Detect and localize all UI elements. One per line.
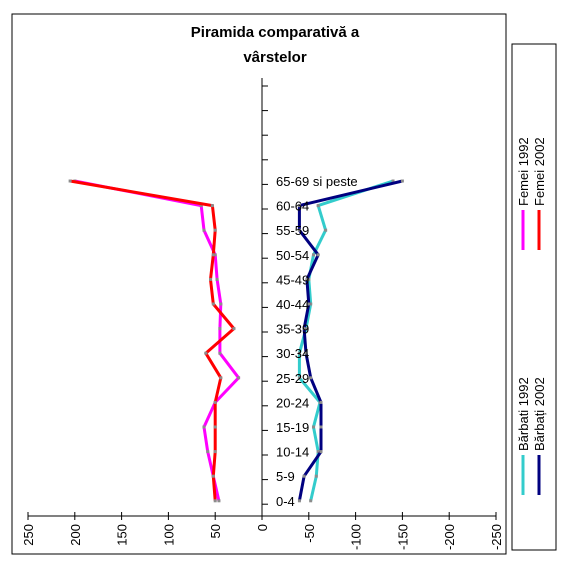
- category-label: 25-29: [276, 371, 309, 386]
- data-point: [307, 277, 311, 281]
- category-label: 20-24: [276, 395, 309, 410]
- x-tick-label: -100: [349, 524, 364, 550]
- data-point: [209, 277, 213, 281]
- category-label: 60-64: [276, 199, 309, 214]
- data-point: [309, 302, 313, 306]
- x-tick-label: -200: [442, 524, 457, 550]
- data-point: [400, 179, 404, 183]
- plot-frame: [11, 13, 507, 555]
- legend-label-barbati-2002: Bărbați 2002: [532, 377, 547, 451]
- category-label: 65-69 si peste: [276, 174, 358, 189]
- data-point: [314, 474, 318, 478]
- series-line-b-rba-i-2002: [297, 179, 403, 502]
- data-point: [309, 499, 313, 503]
- category-label: 0-4: [276, 494, 295, 509]
- data-point: [219, 302, 223, 306]
- x-tick-label: 50: [208, 524, 223, 538]
- category-label: 45-49: [276, 272, 309, 287]
- category-label: 40-44: [276, 297, 309, 312]
- category-label: 5-9: [276, 469, 295, 484]
- data-point: [307, 302, 311, 306]
- data-point: [319, 425, 323, 429]
- legend-box: Femei 1992 Femei 2002 Bărbati 1992 Bărba…: [511, 43, 557, 551]
- legend-label-femei-2002: Femei 2002: [532, 137, 547, 206]
- x-tick-label: 200: [68, 524, 83, 546]
- data-point: [213, 400, 217, 404]
- category-labels: 0-4 5-9 10-14 15-19 20-24 25-29 30-34 35-39 40-4…: [276, 174, 358, 509]
- data-point: [297, 228, 301, 232]
- data-point: [319, 400, 323, 404]
- data-point: [219, 376, 223, 380]
- series-lines: [68, 179, 404, 503]
- data-point: [297, 351, 301, 355]
- data-point: [213, 499, 217, 503]
- data-point: [324, 228, 328, 232]
- data-point: [304, 351, 308, 355]
- data-point: [309, 376, 313, 380]
- legend-label-barbati-1992: Bărbati 1992: [516, 377, 531, 451]
- data-point: [218, 351, 222, 355]
- data-point: [199, 204, 203, 208]
- data-point: [311, 253, 315, 257]
- data-point: [211, 302, 215, 306]
- data-point: [237, 376, 241, 380]
- x-tick-label: -150: [395, 524, 410, 550]
- category-label: 10-14: [276, 445, 309, 460]
- chart-title-line-1: Piramida comparativă a: [191, 24, 360, 41]
- data-point: [232, 327, 236, 331]
- chart-title-line-2: vârstelor: [243, 49, 307, 66]
- category-label: 15-19: [276, 420, 309, 435]
- data-point: [302, 327, 306, 331]
- category-label: 55-59: [276, 223, 309, 238]
- data-point: [202, 228, 206, 232]
- data-point: [391, 179, 395, 183]
- data-point: [316, 450, 320, 454]
- data-point: [215, 277, 219, 281]
- data-point: [204, 351, 208, 355]
- data-point: [316, 204, 320, 208]
- axes: 250 200 150 100 50 0 -50 -100 -150 -200 -250: [21, 78, 504, 550]
- data-point: [218, 327, 222, 331]
- series-line-femei-2002: [69, 179, 236, 501]
- data-point: [304, 327, 308, 331]
- data-point: [297, 499, 301, 503]
- data-point: [319, 450, 323, 454]
- category-label: 50-54: [276, 248, 309, 263]
- x-tick-label: 150: [115, 524, 130, 546]
- data-point: [297, 204, 301, 208]
- category-label: 30-34: [276, 346, 309, 361]
- data-point: [213, 425, 217, 429]
- data-point: [311, 425, 315, 429]
- data-point: [213, 253, 217, 257]
- x-tick-label: -250: [489, 524, 504, 550]
- data-point: [211, 474, 215, 478]
- data-point: [68, 179, 72, 183]
- data-point: [202, 425, 206, 429]
- data-point: [213, 450, 217, 454]
- data-point: [302, 474, 306, 478]
- x-tick-label: 100: [161, 524, 176, 546]
- data-point: [217, 499, 221, 503]
- data-point: [211, 253, 215, 257]
- x-tick-label: -50: [302, 524, 317, 543]
- data-point: [210, 204, 214, 208]
- data-point: [206, 450, 210, 454]
- data-point: [213, 228, 217, 232]
- legend-frame: [511, 43, 557, 551]
- series-line-b-rbati-1992: [297, 179, 394, 502]
- x-tick-label: 250: [21, 524, 36, 546]
- data-point: [316, 253, 320, 257]
- x-tick-label: 0: [255, 524, 270, 531]
- category-label: 35-39: [276, 322, 309, 337]
- data-point: [305, 277, 309, 281]
- data-point: [297, 376, 301, 380]
- legend-label-femei-1992: Femei 1992: [516, 137, 531, 206]
